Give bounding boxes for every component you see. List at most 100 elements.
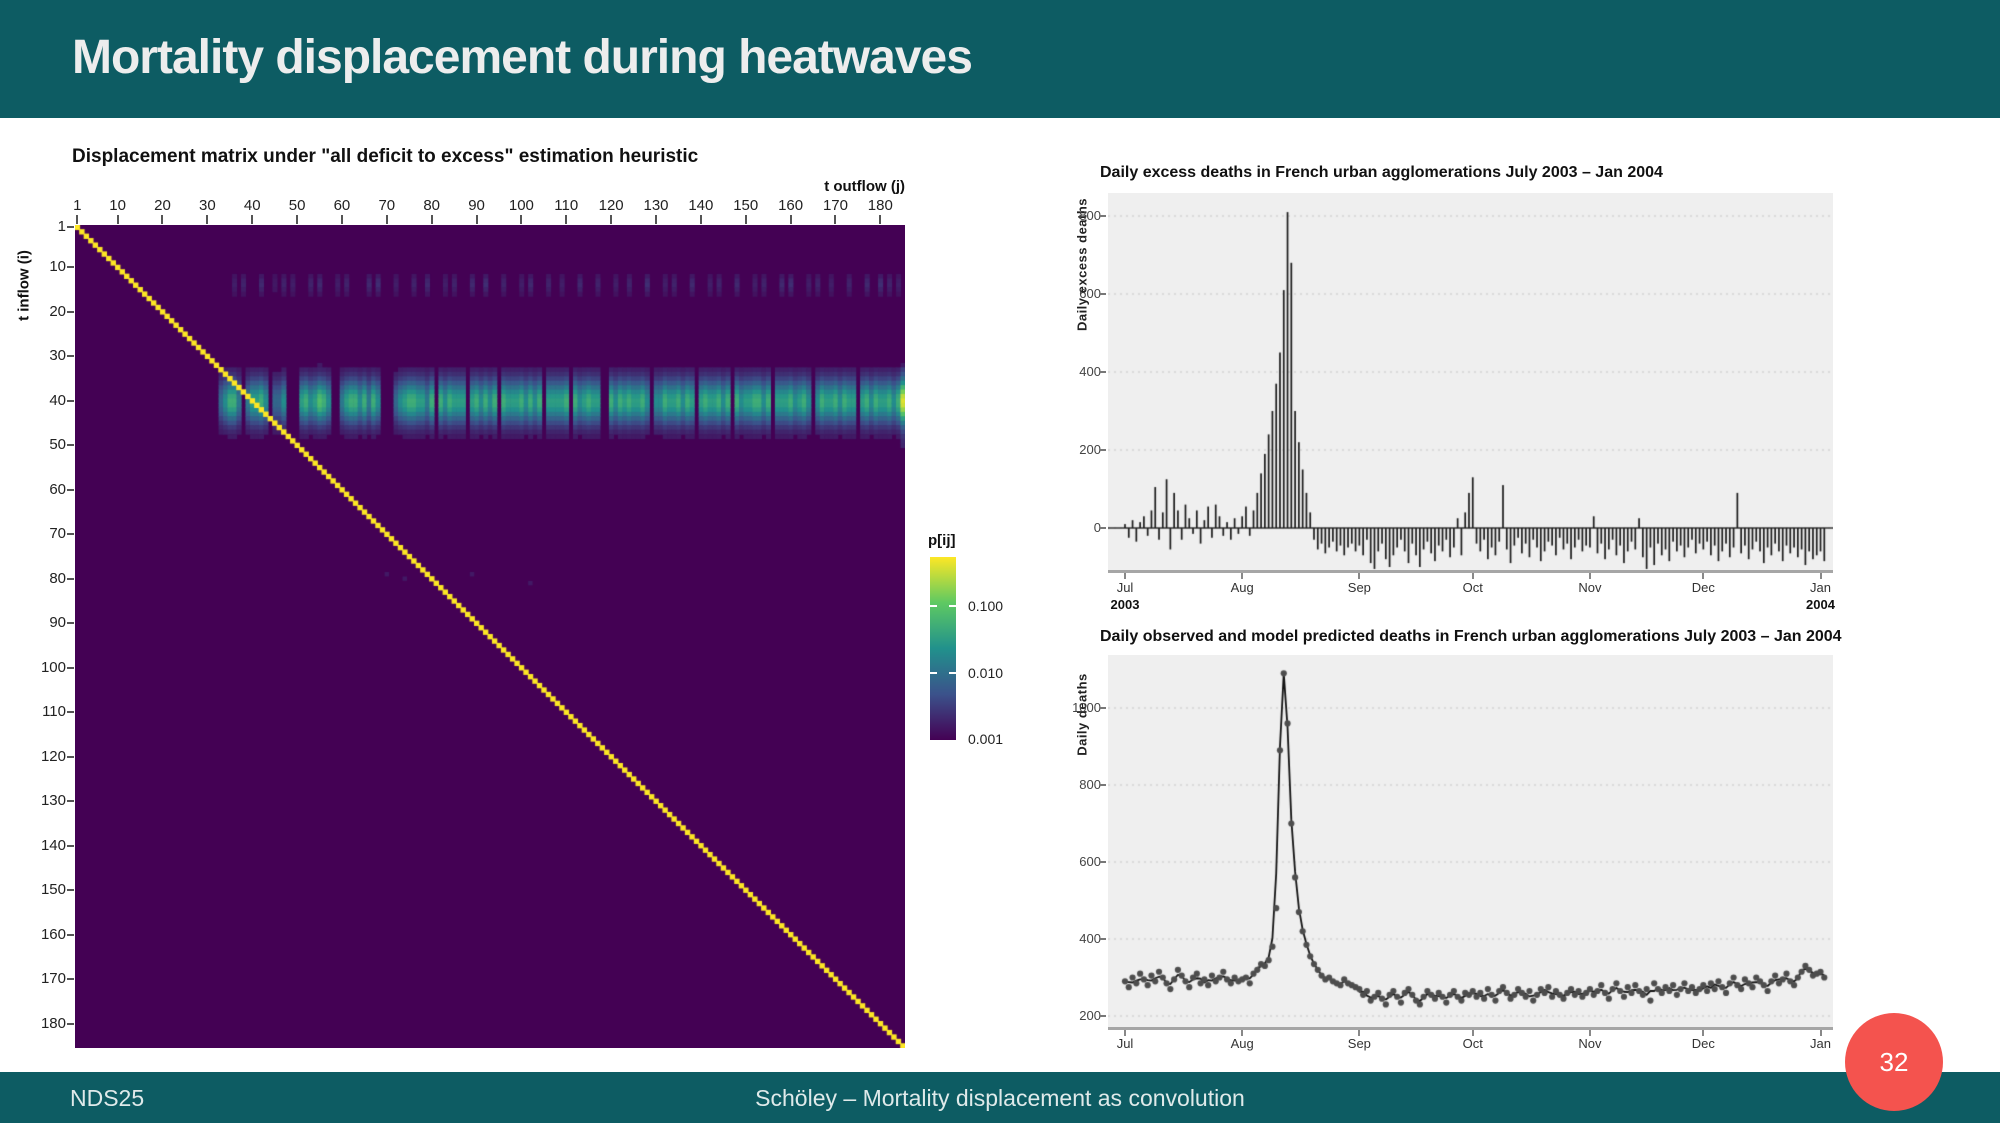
heatmap-x-tick-mark [789, 215, 792, 224]
month-label: Sep [1347, 1036, 1371, 1051]
month-tick-mark [1471, 1030, 1474, 1036]
month-label: Dec [1691, 1036, 1715, 1051]
heatmap-y-tick-label: 130 [40, 792, 66, 810]
heatmap-x-tick-mark [520, 215, 523, 224]
heatmap-x-tick-label: 180 [867, 197, 893, 214]
heatmap-y-tick-label: 40 [49, 391, 66, 409]
month-label: Aug [1230, 1036, 1254, 1051]
excess-chart-canvas [1108, 193, 1833, 570]
heatmap-y-tick-mark [67, 622, 74, 625]
heatmap-x-tick-label: 50 [288, 197, 306, 214]
heatmap-x-tick-label: 150 [733, 197, 759, 214]
heatmap-x-tick-label: 30 [199, 197, 216, 214]
heatmap-y-tick-mark [67, 666, 74, 669]
excess-chart-y-tick-label: 800 [1079, 208, 1101, 223]
heatmap-title: Displacement matrix under "all deficit t… [72, 146, 699, 167]
heatmap-x-tick-mark [340, 215, 343, 224]
header-bar [0, 0, 2000, 118]
excess-chart-y-tick-label: 0 [1093, 520, 1101, 535]
heatmap-x-tick-label: 90 [468, 197, 485, 214]
heatmap-x-tick-label: 1 [73, 197, 82, 214]
heatmap-y-tick-mark [67, 488, 74, 491]
month-label: Sep [1347, 580, 1371, 595]
heatmap-y-tick-label: 140 [40, 836, 66, 854]
heatmap-x-tick-label: 80 [423, 197, 441, 214]
slide-title: Mortality displacement during heatwaves [72, 31, 973, 84]
heatmap-y-tick-mark [67, 711, 74, 714]
heatmap-x-tick-mark [385, 215, 388, 224]
month-tick-mark [1241, 1030, 1244, 1036]
footer-citation: Schöley – Mortality displacement as conv… [755, 1085, 1245, 1111]
heatmap-y-tick-mark [67, 266, 74, 269]
deaths-chart-y-tick-mark [1100, 784, 1106, 786]
heatmap-x-tick-label: 100 [508, 197, 534, 214]
month-tick-mark [1471, 573, 1474, 579]
month-label: Jul [1116, 1036, 1134, 1051]
colorbar-gradient [930, 557, 956, 740]
heatmap-y-tick-label: 120 [40, 747, 66, 765]
colorbar-label: 0.100 [968, 598, 1004, 614]
excess-chart-y-tick-mark [1100, 449, 1106, 451]
month-label: Nov [1578, 1036, 1602, 1051]
colorbar-label: 0.010 [968, 665, 1004, 681]
month-tick-mark [1588, 1030, 1591, 1036]
heatmap-x-tick-label: 20 [154, 197, 171, 214]
month-label: Dec [1691, 580, 1715, 595]
heatmap-y-tick-label: 20 [49, 302, 66, 320]
heatmap-x-tick-label: 70 [378, 197, 396, 214]
heatmap-x-tick-mark [744, 215, 747, 224]
colorbar-tick [949, 672, 956, 674]
excess-chart-x-axis-line [1108, 570, 1833, 573]
month-label: Jan [1810, 1036, 1831, 1051]
month-tick-mark [1358, 1030, 1361, 1036]
heatmap-y-axis-label: t inflow (i) [15, 250, 33, 321]
excess-chart-y-tick-label: 400 [1079, 364, 1101, 379]
heatmap-y-tick-mark [67, 355, 74, 358]
deaths-chart-y-tick-mark [1100, 938, 1106, 940]
heatmap-y-tick-label: 110 [42, 703, 66, 721]
heatmap-x-tick-mark [206, 215, 209, 224]
month-label: Jan [1810, 580, 1831, 595]
heatmap-y-tick-label: 60 [49, 480, 66, 498]
heatmap-y-tick-label: 50 [49, 436, 66, 454]
deaths-chart-y-tick-mark [1100, 861, 1106, 863]
heatmap-x-tick-label: 10 [109, 197, 126, 214]
deaths-chart-y-tick-label: 800 [1079, 777, 1101, 792]
heatmap-x-tick-label: 40 [243, 197, 261, 214]
heatmap-y-tick-mark [67, 933, 74, 936]
month-label: Nov [1578, 580, 1602, 595]
month-tick-mark [1819, 1030, 1822, 1036]
heatmap-y-tick-label: 80 [49, 569, 66, 587]
heatmap-y-tick-mark [67, 1022, 74, 1025]
heatmap-y-tick-mark [67, 399, 74, 402]
deaths-chart-title: Daily observed and model predicted death… [1100, 628, 1842, 645]
heatmap-y-tick-mark [67, 577, 74, 580]
deaths-chart-x-axis-line [1108, 1027, 1833, 1030]
heatmap-y-tick-label: 180 [40, 1014, 66, 1032]
heatmap-y-tick-label: 70 [49, 525, 66, 543]
heatmap-y-tick-mark [67, 444, 74, 447]
heatmap-x-tick-label: 120 [598, 197, 624, 214]
colorbar-tick [930, 672, 937, 674]
deaths-chart-y-tick-mark [1100, 1015, 1106, 1017]
heatmap-x-tick-mark [76, 215, 79, 224]
excess-chart-y-tick-label: 200 [1079, 442, 1101, 457]
footer-conference-label: NDS25 [70, 1085, 145, 1111]
heatmap-y-tick-label: 1 [57, 218, 66, 236]
month-label: Oct [1462, 1036, 1483, 1051]
deaths-chart-y-tick-label: 400 [1079, 931, 1101, 946]
month-label: Oct [1462, 580, 1483, 595]
heatmap-x-tick-mark [610, 215, 613, 224]
heatmap-x-tick-mark [699, 215, 702, 224]
page-number: 32 [1879, 1046, 1909, 1077]
colorbar-tick [949, 605, 956, 607]
month-tick-mark [1124, 573, 1126, 579]
year-label: 2003 [1110, 597, 1140, 612]
month-tick-mark [1124, 1030, 1126, 1036]
year-label: 2004 [1806, 597, 1835, 612]
month-tick-mark [1819, 573, 1822, 579]
deaths-chart-y-tick-label: 200 [1079, 1008, 1101, 1023]
heatmap-x-tick-mark [430, 215, 433, 224]
month-label: Aug [1230, 580, 1254, 595]
colorbar-tick [930, 605, 937, 607]
